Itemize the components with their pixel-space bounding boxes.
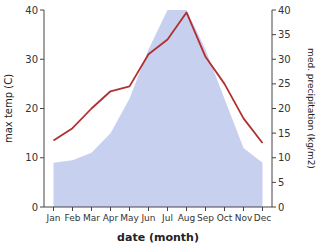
x-tick — [167, 207, 168, 211]
plot-area — [54, 10, 263, 207]
x-tick-label: Mar — [83, 213, 100, 223]
y-axis-label: max temp (C) — [3, 74, 14, 143]
y-tick-label: 40 — [25, 5, 38, 16]
y2-tick — [272, 59, 276, 60]
y2-tick-label: 30 — [278, 54, 291, 65]
y2-axis-label: med. precipitation (kg/m2) — [306, 48, 316, 169]
x-tick — [224, 207, 225, 211]
x-tick — [72, 207, 73, 211]
x-tick — [243, 207, 244, 211]
precipitation-area — [54, 10, 263, 207]
x-tick-label: Nov — [235, 213, 253, 223]
y-tick — [40, 207, 44, 208]
x-tick-label: Aug — [178, 213, 196, 223]
y-tick — [40, 157, 44, 158]
x-tick — [262, 207, 263, 211]
x-tick — [110, 207, 111, 211]
y2-tick — [272, 157, 276, 158]
chart: 0 10 20 30 40 0 5 10 15 20 25 30 35 40 Jan FebMarAprMay… — [0, 0, 318, 247]
y2-tick-label: 15 — [278, 128, 291, 139]
x-tick-label: Feb — [65, 213, 81, 223]
x-tick-label: Oct — [217, 213, 233, 223]
y2-tick — [272, 34, 276, 35]
y2-tick-label: 20 — [278, 103, 291, 114]
y2-tick — [272, 83, 276, 84]
y2-tick-label: 5 — [278, 177, 284, 188]
y2-tick — [272, 133, 276, 134]
temperature-line — [54, 12, 263, 143]
y2-tick-label: 10 — [278, 152, 291, 163]
x-tick — [129, 207, 130, 211]
y2-tick-label: 25 — [278, 78, 291, 89]
x-tick-label: Dec — [254, 213, 271, 223]
y2-tick — [272, 182, 276, 183]
x-axis-line — [44, 207, 272, 208]
x-tick-label: Jan — [46, 213, 61, 223]
x-tick — [53, 207, 54, 211]
y2-tick-label: 0 — [278, 202, 284, 213]
y-tick-label: 30 — [25, 54, 38, 65]
y2-tick — [272, 207, 276, 208]
y2-tick — [272, 10, 276, 11]
y-tick — [40, 10, 44, 11]
y-tick — [40, 108, 44, 109]
x-axis-label: date (month) — [117, 231, 199, 244]
x-tick — [186, 207, 187, 211]
y2-tick-label: 35 — [278, 29, 291, 40]
x-tick — [91, 207, 92, 211]
y-tick — [40, 59, 44, 60]
x-tick-label: May — [120, 213, 139, 223]
y2-tick-label: 40 — [278, 5, 291, 16]
x-tick-label: Jun — [140, 213, 155, 223]
x-tick-label: Jul — [161, 213, 173, 223]
x-tick-label: Sep — [197, 213, 214, 223]
y-tick-label: 20 — [25, 103, 38, 114]
y2-tick — [272, 108, 276, 109]
x-tick — [205, 207, 206, 211]
x-tick-label: Apr — [103, 213, 119, 223]
y-tick-label: 10 — [25, 152, 38, 163]
y-tick-label: 0 — [32, 202, 38, 213]
x-tick — [148, 207, 149, 211]
